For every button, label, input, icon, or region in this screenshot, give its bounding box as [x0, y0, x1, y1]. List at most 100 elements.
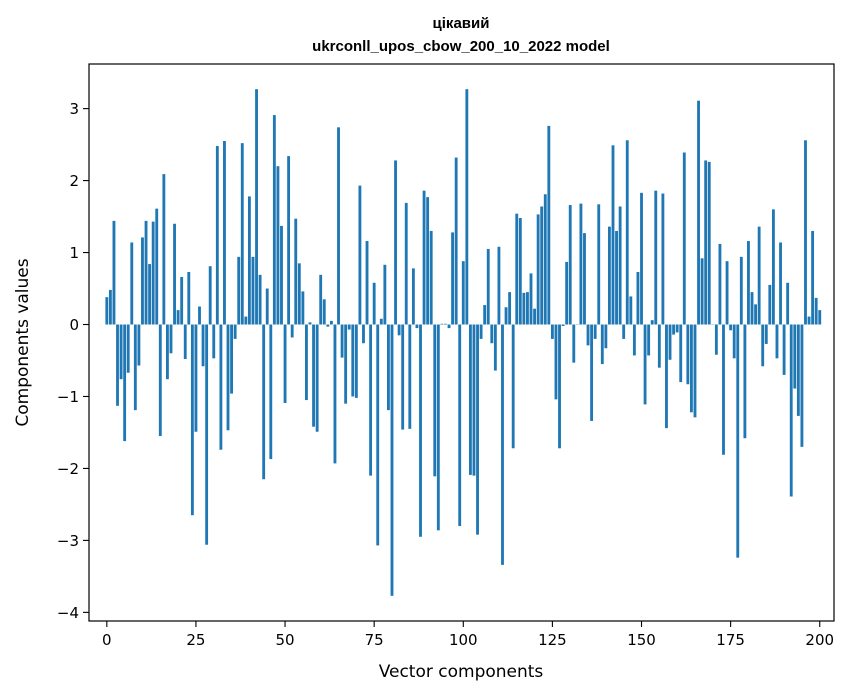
- bar-52: [290, 324, 294, 338]
- bar-88: [419, 324, 422, 537]
- bar-114: [511, 324, 515, 449]
- bar-189: [779, 242, 782, 325]
- y-axis-label: Components values: [13, 258, 33, 426]
- bar-17: [166, 324, 169, 380]
- bar-28: [205, 324, 209, 545]
- x-tick-label: 150: [627, 631, 656, 649]
- bar-124: [547, 125, 551, 325]
- bar-179: [743, 324, 747, 439]
- bar-137: [593, 324, 597, 339]
- bar-70: [354, 324, 358, 398]
- bar-86: [411, 268, 415, 325]
- bar-44: [262, 324, 266, 480]
- x-tick-label: 125: [538, 631, 567, 649]
- bar-103: [472, 324, 476, 476]
- bar-15: [158, 324, 162, 437]
- bar-16: [162, 174, 166, 325]
- bar-96: [447, 324, 451, 329]
- bar-174: [725, 261, 729, 325]
- bar-151: [643, 324, 647, 405]
- bar-149: [636, 271, 640, 325]
- bar-158: [668, 324, 672, 360]
- bar-62: [326, 324, 330, 327]
- bar-94: [440, 323, 444, 325]
- bar-177: [736, 324, 740, 558]
- bar-25: [194, 324, 198, 432]
- bar-138: [597, 204, 601, 325]
- bar-93: [436, 324, 440, 531]
- bar-2: [112, 220, 116, 325]
- bar-165: [693, 324, 697, 418]
- bar-129: [565, 261, 569, 325]
- bar-81: [394, 160, 397, 325]
- plot-area-frame: [88, 63, 835, 622]
- bar-51: [287, 156, 291, 325]
- bar-66: [340, 324, 344, 358]
- bar-11: [144, 220, 148, 325]
- bar-190: [782, 324, 786, 375]
- bar-169: [707, 161, 711, 325]
- y-tick-label: −3: [57, 532, 79, 550]
- bar-172: [718, 243, 722, 325]
- bar-118: [526, 292, 529, 325]
- bar-194: [796, 324, 800, 416]
- bar-166: [697, 100, 700, 325]
- bar-115: [515, 213, 519, 325]
- bar-102: [468, 324, 472, 475]
- bar-80: [390, 324, 394, 596]
- bar-85: [408, 324, 412, 429]
- bar-79: [387, 324, 390, 411]
- bar-14: [155, 208, 159, 325]
- bar-131: [572, 324, 576, 363]
- y-tick-label: −1: [57, 388, 79, 406]
- bar-136: [590, 324, 594, 421]
- bar-120: [533, 308, 536, 325]
- bar-108: [490, 324, 494, 344]
- bar-148: [632, 324, 636, 356]
- x-tick-label: 0: [102, 631, 112, 649]
- bar-5: [123, 324, 127, 442]
- y-tick-label: 1: [69, 244, 79, 262]
- bar-60: [319, 274, 323, 325]
- bar-161: [679, 324, 683, 383]
- bar-100: [461, 261, 465, 325]
- bar-198: [811, 230, 815, 325]
- bar-57: [308, 322, 312, 325]
- bar-23: [187, 271, 191, 325]
- bar-12: [148, 264, 152, 325]
- bar-7: [130, 242, 134, 325]
- bar-184: [761, 324, 765, 367]
- bar-36: [233, 324, 237, 339]
- bar-186: [768, 284, 772, 325]
- bar-29: [208, 266, 212, 325]
- bar-133: [579, 203, 583, 325]
- bar-37: [237, 256, 241, 325]
- y-tick-label: −4: [57, 604, 79, 622]
- bar-32: [219, 324, 223, 450]
- bar-183: [757, 226, 761, 325]
- bar-176: [732, 324, 736, 359]
- bar-130: [568, 205, 572, 325]
- bar-199: [814, 297, 818, 325]
- bar-167: [700, 258, 704, 325]
- bar-127: [558, 324, 561, 449]
- bar-185: [764, 324, 768, 344]
- bar-33: [223, 141, 226, 325]
- bar-128: [561, 324, 565, 326]
- bar-125: [550, 324, 554, 339]
- bar-77: [379, 318, 383, 325]
- bar-146: [625, 140, 629, 325]
- bar-134: [583, 233, 586, 325]
- bar-182: [754, 304, 757, 325]
- bar-19: [173, 223, 176, 325]
- x-tick-label: 175: [716, 631, 745, 649]
- bar-90: [426, 197, 430, 325]
- bar-31: [215, 146, 219, 325]
- chart-subtitle: ukrconll_upos_cbow_200_10_2022 model: [312, 38, 610, 55]
- bar-197: [807, 316, 811, 325]
- x-axis-label: Vector components: [379, 662, 544, 682]
- bar-0: [105, 297, 109, 325]
- bar-45: [265, 288, 269, 325]
- bar-95: [444, 323, 447, 325]
- bar-188: [775, 324, 779, 359]
